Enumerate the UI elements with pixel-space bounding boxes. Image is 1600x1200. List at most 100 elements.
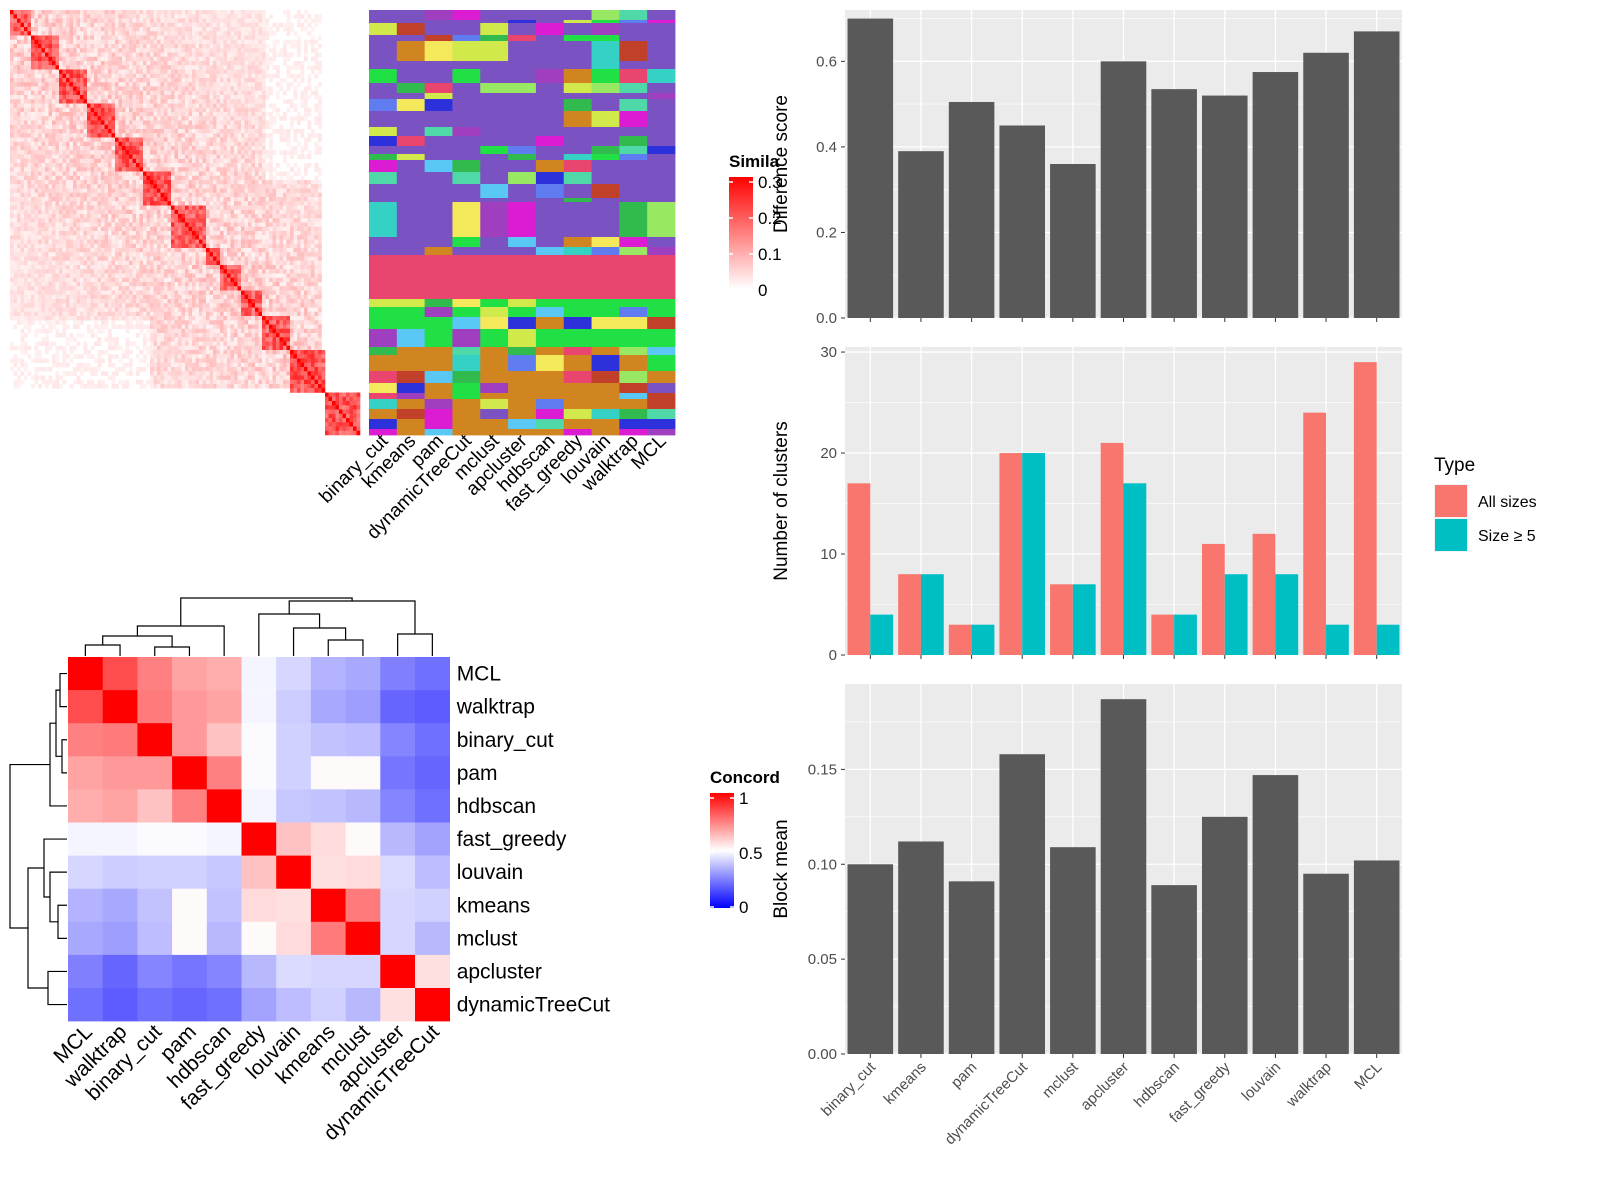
similarity-cell (143, 209, 147, 215)
similarity-cell (293, 231, 298, 236)
similarity-cell (269, 197, 273, 202)
similarity-cell (216, 112, 221, 117)
similarity-cell (115, 69, 119, 75)
similarity-cell (153, 184, 158, 189)
similarity-cell (300, 243, 305, 249)
similarity-cell (90, 90, 95, 96)
similarity-cell (24, 39, 28, 45)
similarity-cell (188, 256, 193, 262)
similarity-cell (97, 69, 102, 75)
similarity-cell (185, 222, 189, 228)
similarity-cell (97, 175, 102, 181)
similarity-cell (160, 39, 165, 45)
similarity-cell (202, 260, 207, 266)
similarity-cell (223, 112, 228, 117)
similarity-cell (20, 154, 25, 160)
similarity-cell (20, 22, 25, 28)
similarity-cell (223, 222, 228, 228)
similarity-cell (223, 124, 228, 130)
similarity-cell (167, 146, 172, 151)
similarity-cell (10, 116, 14, 121)
similarity-cell (167, 214, 172, 219)
similarity-cell (45, 124, 49, 130)
similarity-cell (297, 256, 301, 262)
similarity-cell (164, 222, 168, 228)
similarity-cell (125, 226, 130, 232)
similarity-cell (206, 192, 210, 198)
similarity-cell (101, 78, 105, 83)
similarity-cell (115, 86, 119, 92)
similarity-cell (118, 239, 123, 245)
similarity-cell (213, 256, 217, 262)
similarity-cell (237, 73, 242, 79)
similarity-cell (160, 35, 165, 41)
similarity-cell (146, 107, 151, 113)
similarity-cell (111, 214, 116, 219)
similarity-cell (157, 31, 161, 36)
similarity-cell (17, 116, 21, 121)
similarity-cell (199, 52, 203, 58)
similarity-cell (20, 171, 25, 177)
similarity-cell (171, 52, 175, 58)
similarity-cell (41, 86, 46, 92)
similarity-cell (223, 107, 228, 113)
similarity-cell (255, 175, 259, 181)
similarity-cell (111, 129, 116, 134)
similarity-cell (171, 158, 175, 164)
similarity-cell (241, 167, 245, 172)
similarity-cell (132, 146, 137, 151)
similarity-cell (188, 107, 193, 113)
similarity-cell (171, 197, 175, 202)
similarity-cell (38, 175, 42, 181)
similarity-cell (188, 146, 193, 151)
similarity-cell (174, 214, 179, 219)
similarity-cell (167, 248, 172, 253)
similarity-cell (69, 158, 74, 164)
similarity-cell (262, 154, 266, 160)
similarity-cell (139, 192, 144, 198)
similarity-cell (139, 205, 144, 211)
similarity-cell (293, 116, 298, 121)
similarity-cell (237, 95, 242, 100)
similarity-cell (13, 158, 18, 164)
similarity-cell (199, 256, 203, 262)
similarity-cell (129, 22, 133, 28)
similarity-cell (192, 158, 196, 164)
similarity-cell (234, 141, 238, 147)
similarity-cell (241, 10, 245, 15)
similarity-cell (157, 201, 161, 206)
similarity-cell (174, 201, 179, 206)
similarity-cell (241, 22, 245, 28)
similarity-cell (129, 154, 133, 160)
similarity-cell (125, 86, 130, 92)
similarity-cell (136, 167, 140, 172)
similarity-cell (216, 197, 221, 202)
similarity-cell (157, 18, 161, 24)
similarity-cell (251, 171, 256, 177)
similarity-cell (241, 61, 245, 66)
similarity-cell (199, 22, 203, 28)
similarity-cell (143, 107, 147, 113)
similarity-cell (48, 116, 53, 121)
similarity-cell (171, 61, 175, 66)
similarity-cell (69, 154, 74, 160)
similarity-cell (132, 120, 137, 126)
similarity-cell (13, 163, 18, 168)
similarity-cell (160, 180, 165, 185)
similarity-cell (136, 52, 140, 58)
similarity-cell (265, 252, 270, 257)
similarity-cell (101, 137, 105, 143)
similarity-cell (265, 69, 270, 75)
similarity-cell (251, 103, 256, 109)
similarity-cell (139, 120, 144, 126)
similarity-cell (248, 78, 252, 83)
similarity-cell (248, 137, 252, 143)
similarity-cell (73, 10, 77, 15)
similarity-cell (286, 248, 291, 253)
similarity-cell (115, 10, 119, 15)
similarity-cell (244, 192, 249, 198)
similarity-cell (178, 48, 182, 53)
similarity-cell (230, 73, 235, 79)
similarity-cell (283, 222, 287, 228)
similarity-cell (143, 205, 147, 211)
